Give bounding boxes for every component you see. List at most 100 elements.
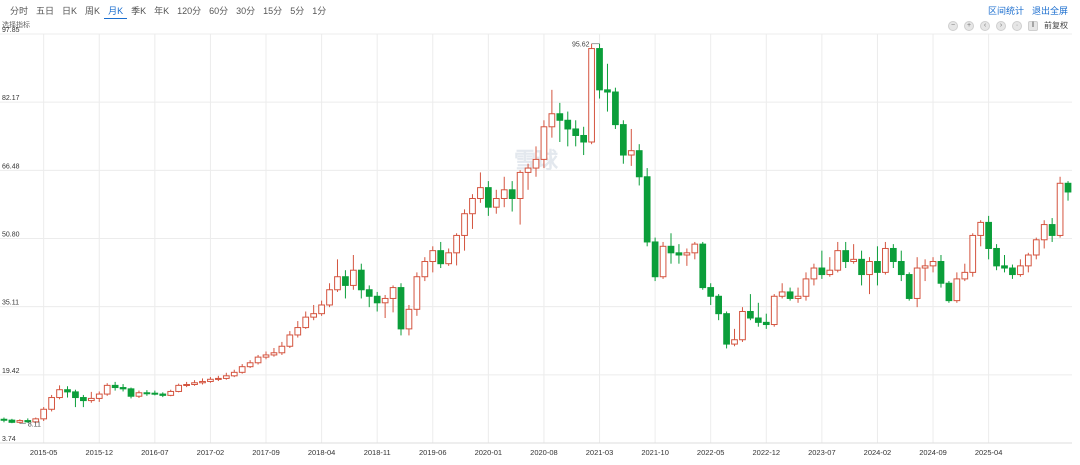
candle-body — [0, 418, 8, 421]
tab-period-7[interactable]: 120分 — [177, 6, 202, 16]
x-tick-label: 2019-06 — [419, 448, 447, 457]
candle-body — [1017, 265, 1024, 276]
chart-controls: − + ‹ › · ‖ 前复权 — [948, 20, 1068, 31]
candle-body — [24, 420, 32, 423]
candle-body — [675, 252, 683, 256]
candle-body — [778, 291, 786, 297]
candle-body — [794, 295, 802, 299]
candle-body — [389, 287, 397, 299]
candle-body — [842, 250, 850, 263]
candle-body — [310, 313, 318, 318]
y-tick-label: 97.85 — [2, 27, 20, 34]
candle-body — [508, 189, 516, 199]
candle-body — [691, 243, 699, 254]
prev-icon[interactable]: ‹ — [980, 20, 990, 31]
candle-body — [1040, 224, 1048, 241]
tab-period-9[interactable]: 30分 — [236, 6, 256, 16]
candle-body — [834, 250, 842, 271]
candle-body — [556, 113, 564, 121]
candle-body — [889, 247, 897, 263]
candle-body — [421, 261, 429, 278]
exit-fullscreen-link[interactable]: 退出全屏 — [1031, 6, 1068, 16]
candle-body — [874, 261, 881, 273]
candle-body — [627, 150, 635, 156]
candle-body — [969, 234, 977, 273]
next-icon[interactable]: › — [996, 20, 1006, 31]
pause-icon[interactable]: ‖ — [1028, 20, 1038, 31]
x-tick-label: 2018-04 — [308, 448, 336, 457]
y-tick-label: 3.74 — [2, 436, 16, 443]
y-tick-label: 82.17 — [2, 95, 20, 102]
candle-body — [143, 392, 151, 395]
tab-period-5[interactable]: 季K — [131, 6, 147, 16]
dot-icon[interactable]: · — [1012, 20, 1022, 31]
toolbar-links: 区间统计 退出全屏 — [988, 4, 1068, 17]
x-tick-label: 2021-03 — [586, 448, 614, 457]
candle-body — [866, 261, 873, 276]
range-stats-link[interactable]: 区间统计 — [987, 6, 1024, 16]
period-tabs: 分时 五日 日K 周K 月K 季K 年K 120分 60分 30分 15分 5分 1分 — [6, 4, 330, 19]
candle-body — [1024, 254, 1032, 267]
candle-body — [612, 91, 619, 126]
x-tick-label: 2024-09 — [919, 448, 947, 457]
candle-body — [619, 124, 627, 156]
candle-body — [826, 269, 834, 276]
x-tick-label: 2016-07 — [141, 448, 169, 457]
candle-body — [111, 384, 119, 389]
candle-body — [397, 287, 405, 330]
low-annotation: 8.11 — [28, 422, 41, 429]
tab-period-3[interactable]: 周K — [85, 6, 101, 16]
indicator-selector[interactable]: 选择指标 — [2, 22, 30, 29]
candle-body — [238, 366, 246, 373]
candle-body — [1064, 182, 1072, 193]
candle-body — [484, 187, 492, 208]
candle-body — [373, 295, 381, 304]
candle-body — [715, 295, 722, 315]
tab-period-8[interactable]: 60分 — [209, 6, 229, 16]
plus-icon[interactable]: + — [964, 20, 974, 31]
candle-body — [254, 356, 262, 364]
candle-body — [588, 48, 595, 143]
candle-body — [921, 265, 929, 269]
candle-body — [977, 221, 985, 236]
candle-body — [175, 384, 183, 392]
x-tick-label: 2015-05 — [30, 448, 58, 457]
candle-body — [953, 278, 961, 302]
tab-period-4[interactable]: 月K — [104, 4, 128, 19]
candle-body — [635, 150, 643, 178]
tab-period-2[interactable]: 日K — [62, 6, 78, 16]
minus-icon[interactable]: − — [948, 20, 958, 31]
tab-period-11[interactable]: 5分 — [290, 6, 305, 16]
y-tick-label: 50.80 — [2, 231, 20, 238]
tab-period-12[interactable]: 1分 — [312, 6, 327, 16]
candle-body — [945, 282, 953, 302]
candle-body — [405, 308, 413, 330]
candle-body — [802, 278, 810, 297]
candle-body — [286, 334, 294, 347]
candle-body — [572, 128, 580, 136]
adjust-mode-button[interactable]: 前复权 — [1044, 21, 1068, 30]
x-tick-label: 2025-04 — [975, 448, 1003, 457]
tab-period-10[interactable]: 15分 — [263, 6, 283, 16]
candle-body — [516, 171, 524, 199]
candle-body — [262, 354, 270, 358]
candle-body — [326, 289, 333, 306]
candle-body — [850, 258, 857, 263]
x-tick-label: 2020-08 — [530, 448, 558, 457]
candle-body — [215, 377, 222, 380]
tab-period-0[interactable]: 分时 — [10, 6, 29, 16]
candle-body — [500, 189, 508, 199]
tab-period-6[interactable]: 年K — [154, 6, 170, 16]
candle-body — [905, 274, 913, 299]
candle-body — [8, 419, 16, 423]
candle-body — [961, 271, 969, 280]
candle-body — [72, 391, 79, 399]
x-tick-label: 2015-12 — [85, 448, 113, 457]
candle-body — [445, 252, 453, 265]
candle-body — [651, 241, 659, 278]
candle-body — [1048, 224, 1056, 236]
x-tick-label: 2017-02 — [197, 448, 225, 457]
candle-body — [32, 418, 40, 423]
tab-period-1[interactable]: 五日 — [36, 6, 55, 16]
candle-body — [699, 243, 707, 289]
